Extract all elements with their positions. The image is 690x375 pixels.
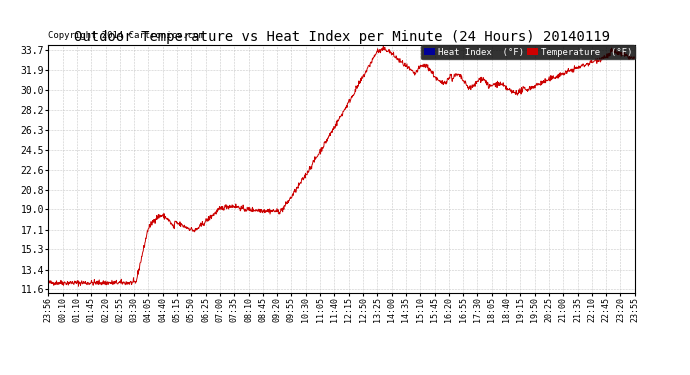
Legend: Heat Index  (°F), Temperature  (°F): Heat Index (°F), Temperature (°F) <box>422 45 635 59</box>
Title: Outdoor Temperature vs Heat Index per Minute (24 Hours) 20140119: Outdoor Temperature vs Heat Index per Mi… <box>74 30 609 44</box>
Text: Copyright 2014 Cartronics.com: Copyright 2014 Cartronics.com <box>48 31 204 40</box>
